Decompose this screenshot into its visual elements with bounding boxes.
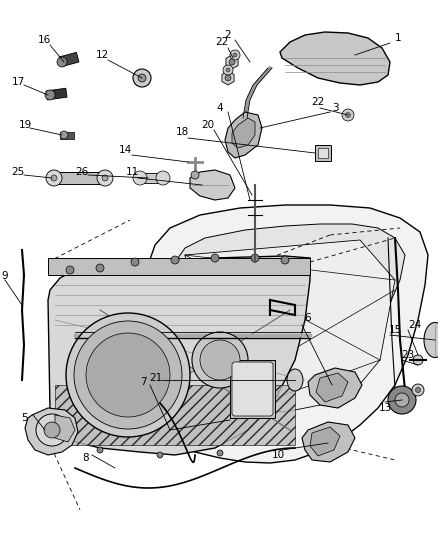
Circle shape: [66, 313, 190, 437]
Circle shape: [157, 452, 163, 458]
Bar: [318, 148, 328, 158]
Circle shape: [156, 171, 170, 185]
Circle shape: [51, 175, 57, 181]
Polygon shape: [225, 112, 262, 158]
Circle shape: [67, 437, 73, 443]
Circle shape: [133, 171, 147, 185]
Polygon shape: [308, 368, 362, 408]
Circle shape: [57, 57, 67, 67]
Polygon shape: [190, 170, 235, 200]
Circle shape: [102, 175, 108, 181]
Text: 4: 4: [217, 103, 223, 113]
Circle shape: [230, 50, 240, 60]
Polygon shape: [48, 256, 310, 455]
Polygon shape: [316, 373, 348, 402]
Circle shape: [74, 321, 182, 429]
Circle shape: [223, 65, 233, 75]
Text: 26: 26: [75, 167, 88, 177]
Ellipse shape: [424, 322, 438, 358]
Circle shape: [388, 386, 416, 414]
Polygon shape: [55, 415, 75, 442]
Circle shape: [138, 74, 146, 82]
Text: 22: 22: [311, 97, 325, 107]
Text: 23: 23: [401, 350, 415, 360]
Circle shape: [97, 170, 113, 186]
Circle shape: [226, 68, 230, 72]
Text: 24: 24: [408, 320, 422, 330]
Text: 5: 5: [22, 413, 28, 423]
Circle shape: [86, 333, 170, 417]
Circle shape: [412, 384, 424, 396]
FancyBboxPatch shape: [232, 362, 273, 416]
Circle shape: [217, 450, 223, 456]
Text: 19: 19: [18, 120, 32, 130]
Polygon shape: [310, 427, 340, 456]
Bar: [315, 145, 331, 161]
Ellipse shape: [287, 369, 303, 391]
Circle shape: [171, 256, 179, 264]
Circle shape: [97, 447, 103, 453]
Text: 8: 8: [83, 453, 89, 463]
Text: 3: 3: [332, 103, 338, 113]
Polygon shape: [280, 32, 390, 85]
Circle shape: [96, 264, 104, 272]
Text: 20: 20: [201, 120, 215, 130]
Circle shape: [66, 266, 74, 274]
Bar: [52, 172, 107, 184]
Circle shape: [229, 59, 235, 65]
Text: 16: 16: [37, 35, 51, 45]
Circle shape: [131, 258, 139, 266]
Circle shape: [281, 256, 289, 264]
Circle shape: [413, 355, 423, 365]
Bar: [60, 132, 74, 139]
Circle shape: [36, 414, 68, 446]
Text: 6: 6: [305, 313, 311, 323]
Text: 12: 12: [95, 50, 109, 60]
Polygon shape: [48, 258, 310, 275]
Bar: [230, 360, 275, 418]
Text: 21: 21: [149, 373, 162, 383]
Text: 14: 14: [118, 145, 132, 155]
Circle shape: [233, 53, 237, 57]
Text: 25: 25: [11, 167, 25, 177]
Polygon shape: [148, 205, 428, 463]
Bar: [59, 52, 79, 67]
Circle shape: [342, 109, 354, 121]
Polygon shape: [175, 224, 405, 390]
Polygon shape: [232, 118, 255, 148]
Circle shape: [46, 170, 62, 186]
Polygon shape: [185, 240, 395, 412]
Bar: [55, 385, 295, 445]
Text: 13: 13: [378, 403, 392, 413]
Circle shape: [200, 340, 240, 380]
Text: 1: 1: [395, 33, 401, 43]
Polygon shape: [25, 408, 78, 455]
Circle shape: [44, 422, 60, 438]
Circle shape: [416, 387, 420, 392]
Circle shape: [45, 90, 55, 100]
Circle shape: [60, 131, 68, 139]
Text: 17: 17: [11, 77, 25, 87]
Bar: [138, 173, 166, 183]
Circle shape: [395, 393, 409, 407]
Text: 11: 11: [125, 167, 138, 177]
Bar: [46, 88, 67, 100]
Text: 22: 22: [215, 37, 229, 47]
Text: 9: 9: [2, 271, 8, 281]
Text: 2: 2: [225, 30, 231, 40]
Circle shape: [192, 332, 248, 388]
Circle shape: [211, 254, 219, 262]
Text: 10: 10: [272, 450, 285, 460]
Circle shape: [191, 171, 199, 179]
Text: 7: 7: [140, 377, 146, 387]
Circle shape: [225, 75, 231, 81]
Circle shape: [346, 112, 350, 117]
Polygon shape: [302, 422, 355, 462]
Text: 15: 15: [389, 325, 402, 335]
Text: 18: 18: [175, 127, 189, 137]
Circle shape: [133, 69, 151, 87]
Circle shape: [251, 254, 259, 262]
